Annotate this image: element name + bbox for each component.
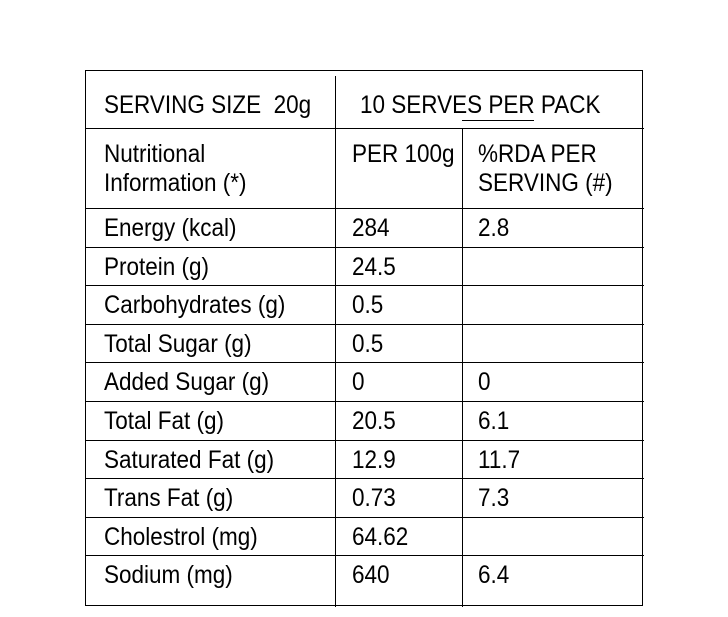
nutrition-table: SERVING SIZE 20g 10 SERVES PER PACK Nutr… [85, 70, 644, 607]
column-divider-2 [462, 128, 463, 607]
per-100g-value: 20.5 [352, 407, 396, 435]
per-100g-value: 640 [352, 561, 390, 589]
row-divider [86, 247, 644, 248]
per-100g-value: 284 [352, 214, 390, 242]
nutrient-name: Sodium (mg) [104, 561, 233, 589]
column-divider-1 [335, 76, 336, 607]
rda-value: 0 [478, 368, 491, 396]
row-divider [86, 440, 644, 441]
header-divider [86, 128, 644, 129]
rda-value: 2.8 [478, 214, 510, 242]
per-100g-value: 0 [352, 368, 365, 396]
row-divider [86, 362, 644, 363]
rda-value: 11.7 [478, 446, 521, 474]
per-100g-value: 12.9 [352, 446, 396, 474]
serving-size: SERVING SIZE 20g [104, 91, 312, 119]
per-100g-value: 0.5 [352, 330, 384, 358]
serves-per-pack: 10 SERVES PER PACK [360, 91, 601, 119]
rda-value: 7.3 [478, 484, 510, 512]
row-divider [86, 517, 644, 518]
nutrient-name: Total Fat (g) [104, 407, 225, 435]
row-divider [86, 401, 644, 402]
per-100g-value: 0.5 [352, 291, 384, 319]
nutrient-name: Energy (kcal) [104, 214, 237, 242]
per-100g-value: 0.73 [352, 484, 396, 512]
row-divider [86, 324, 644, 325]
nutrient-name: Trans Fat (g) [104, 484, 234, 512]
rda-value: 6.1 [478, 407, 510, 435]
per-100g-column-header: PER 100g [352, 140, 455, 168]
row-divider [86, 478, 644, 479]
per-100g-value: 24.5 [352, 253, 396, 281]
nutrient-name: Carbohydrates (g) [104, 291, 286, 319]
nutrient-column-header: Nutritional Information (*) [104, 140, 247, 197]
header-stray-line [462, 120, 534, 121]
nutrient-name: Cholestrol (mg) [104, 523, 258, 551]
per-100g-value: 64.62 [352, 523, 409, 551]
rda-column-header: %RDA PER SERVING (#) [478, 140, 613, 197]
nutrient-name: Protein (g) [104, 253, 210, 281]
rda-value: 6.4 [478, 561, 510, 589]
nutrient-name: Added Sugar (g) [104, 368, 270, 396]
nutrient-name: Total Sugar (g) [104, 330, 252, 358]
column-header-divider [86, 208, 644, 209]
nutrient-name: Saturated Fat (g) [104, 446, 275, 474]
row-divider [86, 285, 644, 286]
row-divider [86, 555, 644, 556]
